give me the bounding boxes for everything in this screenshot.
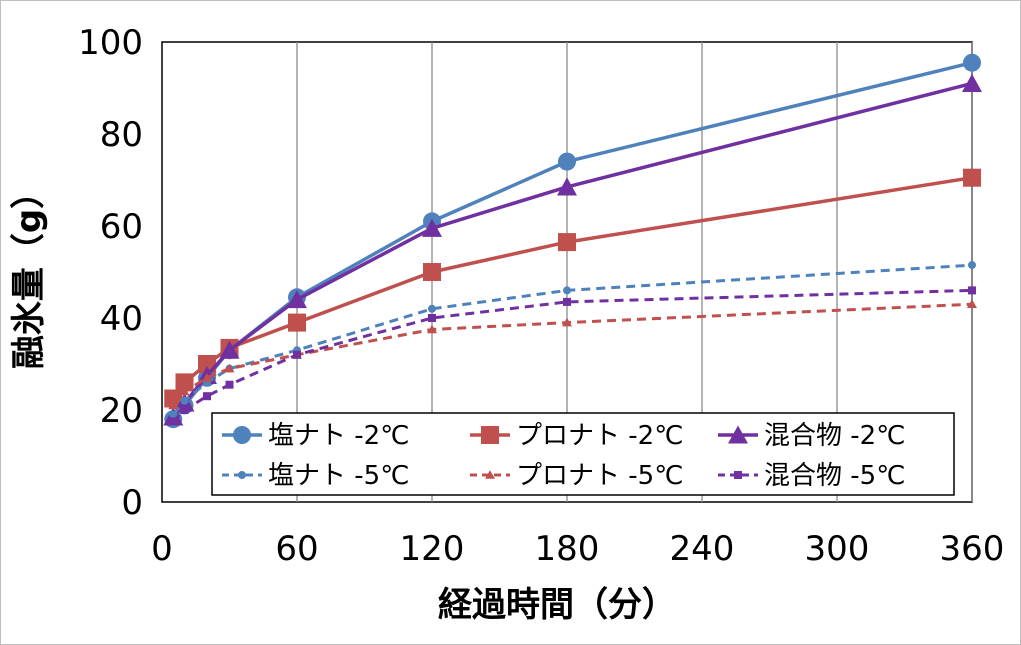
data-point <box>963 53 981 72</box>
legend-swatch-marker <box>481 426 499 444</box>
data-point <box>175 373 194 392</box>
y-tick-label: 0 <box>121 483 143 523</box>
x-tick-labels: 0 60 120 180 240 300 360 <box>151 529 1004 569</box>
data-point <box>169 417 178 426</box>
legend-label: 塩ナト -5℃ <box>268 461 409 491</box>
data-point <box>164 389 183 408</box>
x-axis-title: 経過時間（分） <box>438 585 676 625</box>
data-point <box>428 314 436 322</box>
legend-label: プロナト -5℃ <box>516 461 683 491</box>
legend-swatch-marker <box>233 426 251 444</box>
y-axis-title: 融氷量（g） <box>9 175 49 369</box>
data-point <box>180 406 189 414</box>
y-tick-label: 20 <box>100 391 143 431</box>
legend-label: 混合物 -2℃ <box>764 421 905 451</box>
y-tick-label: 60 <box>100 207 143 247</box>
data-point <box>962 73 982 92</box>
data-point <box>968 286 976 295</box>
data-point <box>967 299 977 308</box>
data-point <box>179 386 190 396</box>
legend-label: 塩ナト -2℃ <box>268 421 409 451</box>
legend-box <box>211 412 955 496</box>
x-tick-label: 180 <box>535 529 600 569</box>
y-tick-labels: 0 20 40 60 80 100 <box>78 23 143 523</box>
data-point <box>293 350 301 359</box>
legend-item: 混合物 -2℃ <box>718 421 905 451</box>
data-point <box>558 233 576 252</box>
legend-swatch-marker <box>238 471 246 479</box>
x-tick-label: 60 <box>275 529 318 569</box>
legend-swatch-marker <box>728 425 748 444</box>
legend-item: 混合物 -5℃ <box>718 461 905 491</box>
y-tick-label: 40 <box>100 299 143 339</box>
data-point <box>169 410 178 419</box>
data-point <box>287 290 307 309</box>
series-layer <box>163 53 982 429</box>
data-point <box>427 324 437 334</box>
legend: 塩ナト -2℃ プロナト -2℃ 混合物 -2℃ 塩ナト -5℃ プロナト -5℃ 混合物… <box>211 412 955 496</box>
legend-swatch-marker <box>734 471 742 479</box>
data-point <box>203 392 211 401</box>
x-tick-label: 240 <box>670 529 735 569</box>
data-point <box>180 396 189 405</box>
data-point <box>563 297 571 306</box>
legend-item: 塩ナト -2℃ <box>222 421 409 451</box>
data-point <box>422 218 442 237</box>
data-point <box>558 152 576 171</box>
series-6 <box>169 286 976 426</box>
legend-label: プロナト -2℃ <box>516 421 683 451</box>
data-point <box>168 400 179 410</box>
data-point <box>225 380 234 389</box>
legend-item: プロナト -2℃ <box>470 421 683 451</box>
data-point <box>557 177 577 196</box>
legend-swatch-marker <box>485 470 495 479</box>
series-line <box>172 302 973 407</box>
x-tick-label: 120 <box>400 529 465 569</box>
x-tick-label: 360 <box>940 529 1005 569</box>
x-tick-label: 0 <box>151 529 173 569</box>
data-point <box>202 373 212 382</box>
y-tick-label: 100 <box>78 23 143 63</box>
data-point <box>563 286 571 295</box>
y-tick-label: 80 <box>100 115 143 155</box>
data-point <box>562 317 572 327</box>
data-point <box>224 363 235 373</box>
series-line <box>172 263 973 416</box>
legend-item: プロナト -5℃ <box>470 461 683 491</box>
legend-label: 混合物 -5℃ <box>764 461 905 491</box>
x-tick-label: 300 <box>805 529 870 569</box>
data-point <box>423 263 441 281</box>
data-point <box>428 304 436 313</box>
data-point <box>288 313 306 332</box>
data-point <box>219 340 240 359</box>
data-point <box>963 168 981 187</box>
legend-items: 塩ナト -2℃ プロナト -2℃ 混合物 -2℃ 塩ナト -5℃ プロナト -5℃ 混合物… <box>222 421 905 491</box>
legend-item: 塩ナト -5℃ <box>222 461 409 491</box>
data-point <box>968 261 976 270</box>
